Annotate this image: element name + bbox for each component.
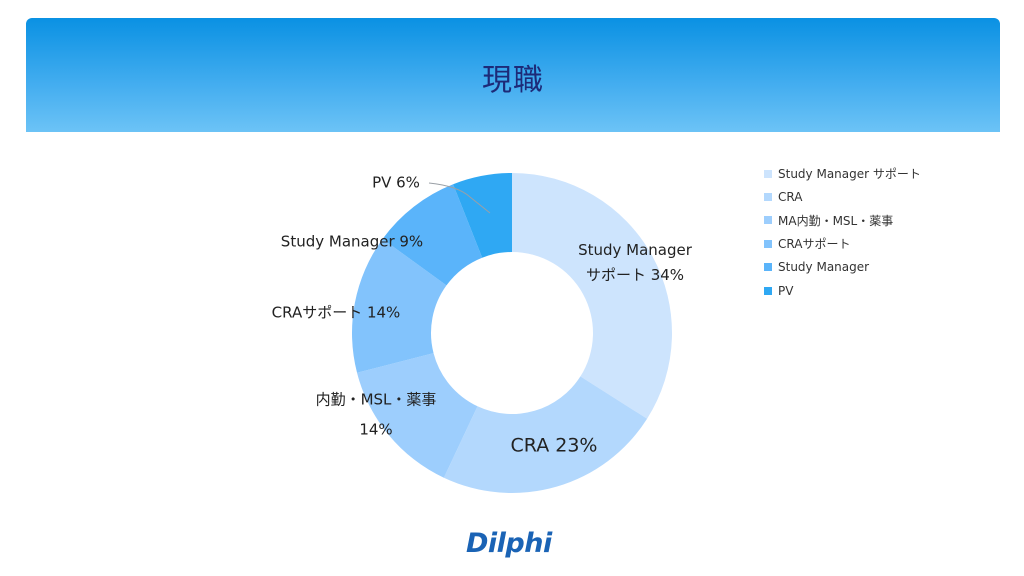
legend-swatch <box>764 263 772 272</box>
data-label-5: Study Manager 9% <box>281 232 423 250</box>
donut-slice-6 <box>453 173 512 258</box>
donut-slice-3 <box>357 353 478 478</box>
data-label-6: PV 6% <box>372 173 420 191</box>
legend-label: MA内勤・MSL・薬事 <box>778 213 894 228</box>
donut-slice-4 <box>352 238 447 373</box>
legend-swatch <box>764 239 772 248</box>
legend-item: Study Manager サポート <box>764 162 1014 185</box>
legend-item: MA内勤・MSL・薬事 <box>764 209 1014 232</box>
legend-label: Study Manager <box>778 260 870 275</box>
legend-item: CRAサポート <box>764 232 1014 255</box>
legend-label: Study Manager サポート <box>778 167 921 182</box>
legend-label: PV <box>778 283 794 298</box>
donut-slice-2 <box>443 376 648 494</box>
legend-item: CRA <box>764 185 1014 208</box>
legend-swatch <box>764 216 772 225</box>
leader-line-pv <box>428 182 491 214</box>
chart-legend: Study Manager サポート CRA MA内勤・MSL・薬事 CRAサポート S… <box>764 162 1014 302</box>
chart-data-labels: Study Manager サポート 34% CRA 23% 内勤・MSL・薬事 14%… <box>272 173 693 456</box>
legend-swatch <box>764 193 772 202</box>
dilphi-logo: Dilphi <box>466 528 552 559</box>
legend-label: CRA <box>778 190 803 205</box>
legend-swatch <box>764 169 772 178</box>
data-label-1: Study Manager サポート 34% <box>578 241 693 284</box>
chart-leader-lines <box>428 182 491 214</box>
legend-swatch <box>764 286 772 295</box>
donut-slice-5 <box>382 184 483 286</box>
data-label-4: CRAサポート 14% <box>272 303 401 321</box>
title-bar: 現職 <box>26 18 1000 132</box>
legend-item: Study Manager <box>764 256 1014 279</box>
slide-title: 現職 <box>482 63 544 98</box>
legend-label: CRAサポート <box>778 237 851 252</box>
chart-slices <box>352 173 673 494</box>
data-label-2: CRA 23% <box>511 435 598 457</box>
data-label-3: 内勤・MSL・薬事 14% <box>316 390 437 438</box>
donut-slice-1 <box>512 173 673 419</box>
legend-item: PV <box>764 279 1014 302</box>
